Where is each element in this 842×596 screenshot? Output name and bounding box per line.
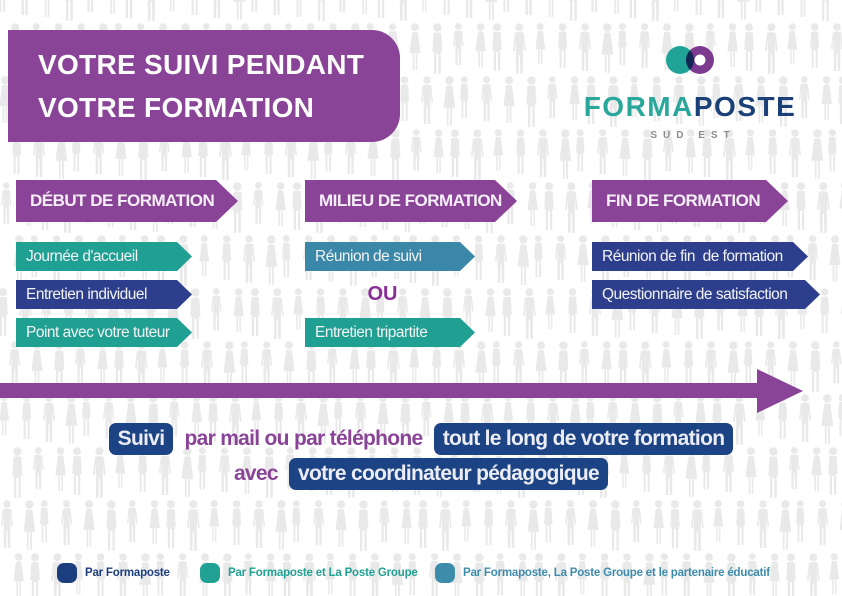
title-banner: VOTRE SUIVI PENDANT VOTRE FORMATION — [8, 30, 400, 142]
timeline-arrow-head — [757, 369, 803, 413]
item-label: Entretien tripartite — [315, 323, 428, 341]
note-chip-suivi: Suivi — [108, 423, 174, 455]
item-journee-accueil: Journée d'accueil — [16, 242, 192, 271]
item-entretien-tripartite: Entretien tripartite — [305, 318, 475, 347]
formaposte-logo: FORMAPOSTE SUD EST — [580, 40, 800, 141]
item-label: Questionnaire de satisfaction — [602, 285, 788, 303]
legend-label: Par Formaposte, La Poste Groupe et le pa… — [463, 567, 770, 579]
legend-swatch-teal — [200, 563, 220, 583]
item-label: Entretien individuel — [26, 285, 147, 303]
note-chip-tout-le-long: tout le long de votre formation — [433, 423, 734, 455]
logo-wordmark-forma: FORMA — [583, 91, 694, 122]
column-debut-de-formation: DÉBUT DE FORMATION Journée d'accueil Ent… — [16, 180, 238, 347]
legend-item-formaposte-laposte-partenaire: Par Formaposte, La Poste Groupe et le pa… — [435, 563, 770, 583]
logo-wordmark: FORMAPOSTE — [580, 91, 800, 123]
column-header-milieu: MILIEU DE FORMATION — [305, 180, 517, 222]
item-label: Point avec votre tuteur — [26, 323, 170, 341]
legend-item-formaposte-laposte: Par Formaposte et La Poste Groupe — [200, 563, 418, 583]
legend-swatch-steel — [435, 563, 455, 583]
column-header-fin: FIN DE FORMATION — [592, 180, 788, 222]
followup-note-line1: Suivi par mail ou par téléphone tout le … — [0, 423, 842, 455]
note-chip-coordinateur: votre coordinateur pédagogique — [289, 458, 609, 490]
logo-circles-icon — [666, 46, 714, 74]
or-connector: OU — [367, 283, 398, 305]
item-label: Journée d'accueil — [26, 247, 138, 265]
legend-label: Par Formaposte — [85, 567, 170, 579]
followup-note: Suivi par mail ou par téléphone tout le … — [0, 423, 842, 497]
legend-item-formaposte: Par Formaposte — [57, 563, 170, 583]
logo-region-label: SUD EST — [650, 130, 736, 141]
page-title-line1: VOTRE SUIVI PENDANT — [38, 48, 365, 80]
note-plain-par-mail: par mail ou par téléphone — [184, 427, 423, 450]
item-entretien-individuel: Entretien individuel — [16, 280, 192, 309]
timeline-arrow-bar — [0, 383, 757, 398]
followup-note-line2: avec votre coordinateur pédagogique — [0, 458, 842, 490]
logo-wordmark-poste: POSTE — [693, 91, 797, 122]
item-reunion-fin-formation: Réunion de fin de formation — [592, 242, 808, 271]
item-reunion-de-suivi: Réunion de suivi — [305, 242, 475, 271]
item-point-avec-tuteur: Point avec votre tuteur — [16, 318, 192, 347]
column-milieu-de-formation: MILIEU DE FORMATION Réunion de suivi OU … — [305, 180, 517, 347]
note-plain-avec: avec — [233, 462, 279, 485]
item-label: Réunion de fin de formation — [602, 247, 783, 265]
column-fin-de-formation: FIN DE FORMATION Réunion de fin de forma… — [592, 180, 820, 309]
legend-label: Par Formaposte et La Poste Groupe — [228, 567, 418, 579]
page-title-line2: VOTRE FORMATION — [38, 91, 315, 123]
item-questionnaire-satisfaction: Questionnaire de satisfaction — [592, 280, 820, 309]
item-label: Réunion de suivi — [315, 247, 422, 265]
column-header-debut: DÉBUT DE FORMATION — [16, 180, 238, 222]
legend-swatch-navy — [57, 563, 77, 583]
